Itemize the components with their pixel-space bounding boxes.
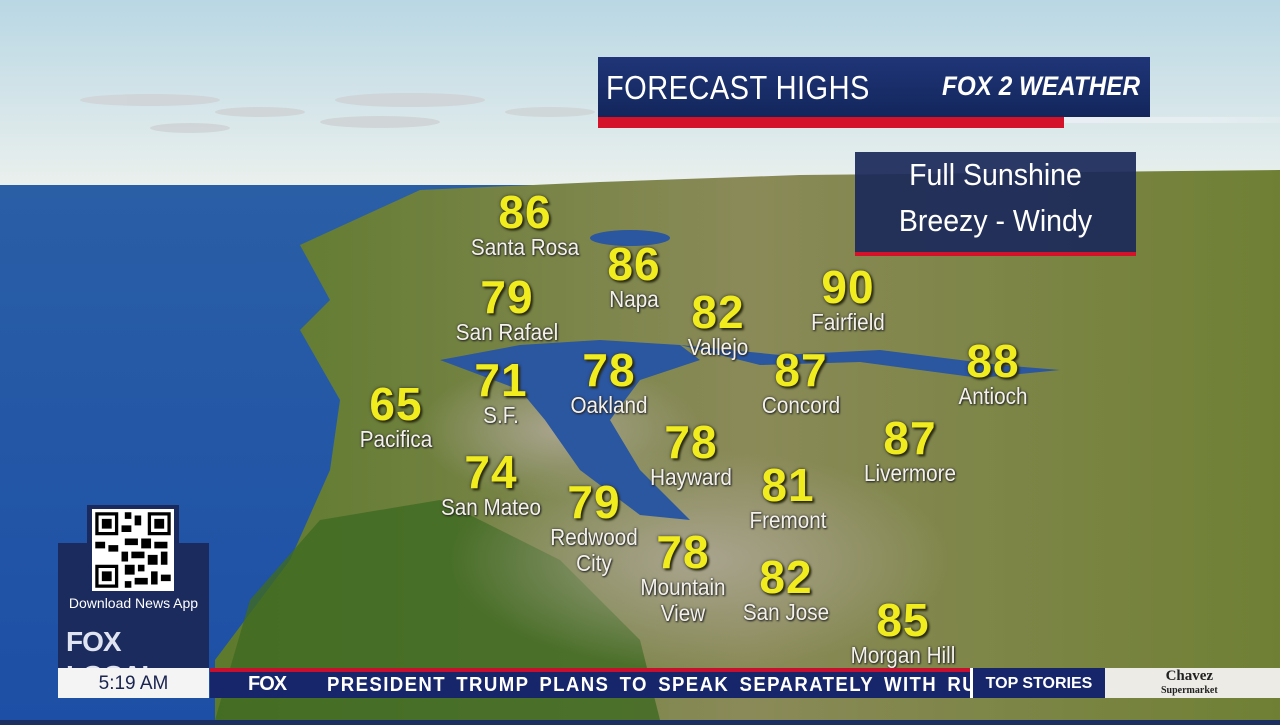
fox2-weather-logo: FOX 2 WEATHER — [941, 71, 1140, 101]
city-name: Antioch — [958, 383, 1028, 409]
app-promo-panel: Download News App FOX LOCAL — [58, 505, 209, 691]
city-forecast: 78 Mountain View — [636, 526, 731, 626]
city-temp: 81 — [761, 459, 815, 511]
city-temp: 79 — [480, 271, 534, 323]
city-forecast: 82 San Jose — [738, 551, 834, 625]
ticker-accent-bar — [210, 668, 970, 672]
city-temp: 87 — [883, 412, 937, 464]
news-ticker: FOX PRESIDENT TRUMP PLANS TO SPEAK SEPAR… — [210, 672, 970, 698]
forecast-title: FORECAST HIGHS — [606, 69, 870, 106]
city-forecast: 82 Vallejo — [684, 286, 751, 360]
condition-line: Breezy - Windy — [898, 203, 1093, 238]
city-name: Napa — [609, 286, 659, 312]
city-forecast: 81 Fremont — [745, 459, 831, 533]
forecast-title-panel: FORECAST HIGHS FOX 2 WEATHER — [598, 57, 1150, 117]
city-name: Redwood City — [550, 524, 638, 576]
city-name: Mountain View — [640, 574, 726, 626]
city-name: Hayward — [650, 464, 732, 490]
city-name: Fairfield — [811, 309, 885, 335]
city-name: Oakland — [570, 392, 648, 418]
title-accent-line — [1064, 117, 1280, 123]
city-name: Concord — [761, 392, 841, 418]
city-temp: 74 — [464, 446, 518, 498]
city-forecast: 78 Oakland — [566, 344, 652, 418]
city-temp: 85 — [876, 594, 930, 646]
city-forecast: 79 San Rafael — [450, 271, 564, 345]
city-temp: 86 — [498, 186, 552, 238]
city-name: Santa Rosa — [470, 234, 580, 260]
city-name: San Jose — [742, 599, 830, 625]
city-name: S.F. — [483, 402, 519, 428]
ticker-section-label: TOP STORIES — [970, 668, 1105, 698]
city-temp: 87 — [774, 344, 828, 396]
city-forecast: 86 Napa — [607, 238, 662, 312]
city-name: San Rafael — [455, 319, 559, 345]
city-forecast: 86 Santa Rosa — [465, 186, 585, 260]
city-name: Morgan Hill — [850, 642, 956, 668]
condition-line: Full Sunshine — [909, 157, 1082, 192]
city-temp: 78 — [582, 344, 636, 396]
city-name: San Mateo — [440, 494, 542, 520]
clock: 5:19 AM — [58, 668, 209, 698]
qr-code-icon[interactable] — [92, 509, 174, 591]
city-temp: 65 — [369, 378, 423, 430]
city-forecast: 90 Fairfield — [807, 261, 889, 335]
city-temp: 78 — [664, 416, 718, 468]
city-forecast: 88 Antioch — [955, 335, 1032, 409]
city-name: Pacifica — [359, 426, 433, 452]
city-forecast: 87 Concord — [758, 344, 845, 418]
city-forecast: 85 Morgan Hill — [845, 594, 961, 668]
city-name: Vallejo — [687, 334, 749, 360]
city-name: Fremont — [749, 507, 827, 533]
sponsor-logo: Chavez Supermarket — [1161, 668, 1218, 697]
sponsor-panel: Chavez Supermarket — [1105, 668, 1280, 698]
city-temp: 90 — [821, 261, 875, 313]
city-forecast: 71 S.F. — [474, 354, 528, 428]
city-temp: 82 — [691, 286, 745, 338]
city-forecast: 87 Livermore — [859, 412, 961, 486]
download-app-label: Download News App — [68, 595, 199, 611]
ticker-headline: PRESIDENT TRUMP PLANS TO SPEAK SEPARATEL… — [327, 674, 970, 696]
city-forecast: 65 Pacifica — [356, 378, 437, 452]
fox-local-logo: FOX LOCAL — [66, 626, 158, 691]
city-temp: 82 — [759, 551, 813, 603]
city-temp: 78 — [656, 526, 710, 578]
city-temp: 71 — [474, 354, 528, 406]
fox-logo: FOX — [248, 673, 287, 695]
conditions-panel: Full Sunshine Breezy - Windy — [855, 152, 1136, 256]
city-name: Livermore — [863, 460, 957, 486]
city-forecast: 78 Hayward — [646, 416, 737, 490]
city-temp: 88 — [966, 335, 1020, 387]
city-forecast: 79 Redwood City — [545, 476, 642, 576]
city-forecast: 74 San Mateo — [435, 446, 546, 520]
city-temp: 79 — [567, 476, 621, 528]
city-temp: 86 — [607, 238, 661, 290]
title-accent-bar — [598, 117, 1064, 128]
